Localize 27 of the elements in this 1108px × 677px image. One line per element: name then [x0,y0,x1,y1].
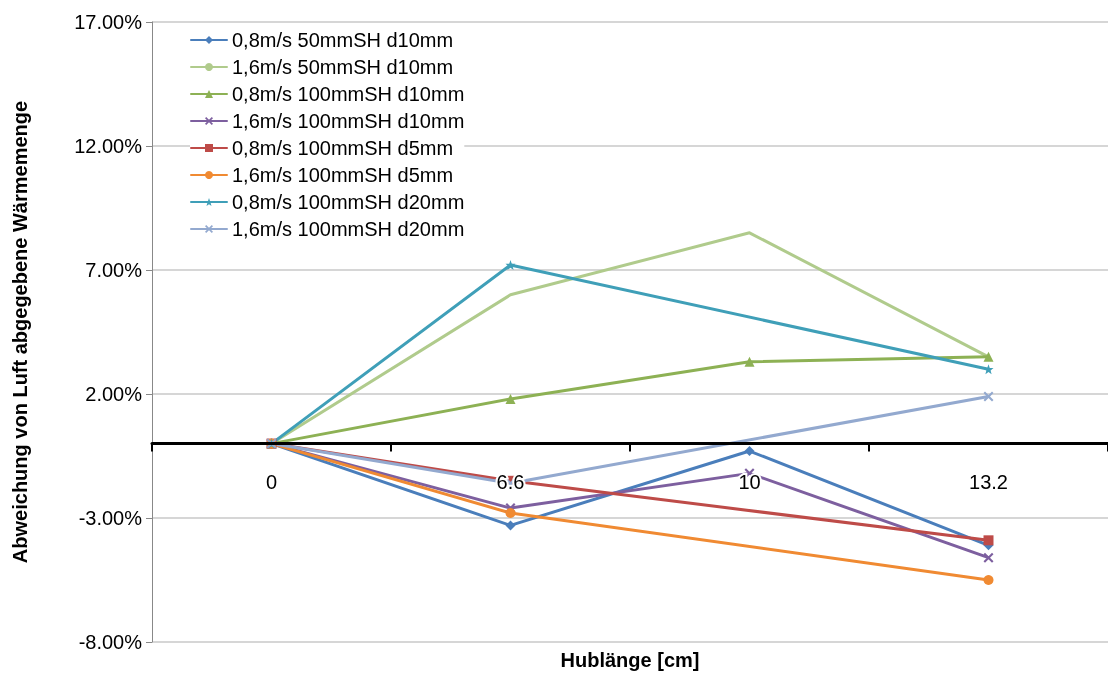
y-axis-title: Abweichung von Luft abgegebene Wärmemenge [9,100,31,564]
x-tick-label: 0 [265,470,278,493]
legend-label: 1,6m/s 100mmSH d10mm [232,110,465,132]
point [744,446,755,457]
point [505,260,516,271]
y-tick-label: 2.00% [85,383,143,405]
y-tick-label: 17.00% [74,11,143,33]
point [505,520,516,531]
point [983,351,994,362]
y-tick-label: -8.00% [78,631,143,653]
legend-label: 1,6m/s 50mmSH d10mm [232,56,454,78]
y-tick-label: 7.00% [85,259,143,281]
legend-label: 1,6m/s 100mmSH d5mm [232,164,454,186]
y-tick-label: -3.00% [78,507,143,529]
legend-label: 0,8m/s 50mmSH d10mm [232,29,454,51]
legend-label: 0,8m/s 100mmSH d10mm [232,83,465,105]
x-tick-label: 13.2 [969,470,1008,493]
point [983,552,994,563]
point [505,393,516,404]
point [505,508,516,519]
legend-label: 0,8m/s 100mmSH d20mm [232,191,465,213]
y-tick-label: 12.00% [74,135,143,157]
point [744,356,755,367]
x-axis-title: Hublänge [cm] [560,648,700,671]
legend-label: 0,8m/s 100mmSH d5mm [232,137,454,159]
x-tick-label: 10 [738,470,761,493]
legend-label: 1,6m/s 100mmSH d20mm [232,218,465,240]
